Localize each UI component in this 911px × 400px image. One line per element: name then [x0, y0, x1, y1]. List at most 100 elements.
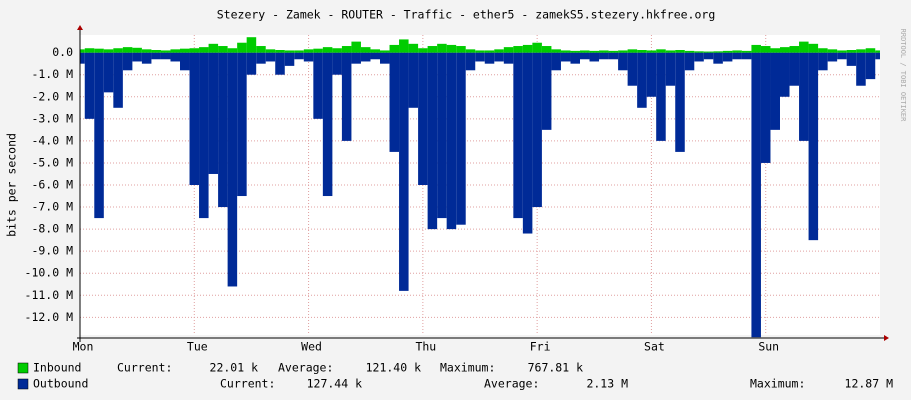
area-bar: [646, 52, 657, 97]
area-bar: [627, 52, 638, 86]
area-bar: [665, 52, 676, 86]
area-bar: [208, 43, 219, 53]
area-bar: [532, 52, 542, 208]
area-bar: [418, 52, 428, 185]
area-bar: [770, 52, 780, 130]
area-bar: [875, 52, 880, 60]
y-tick-label: -8.0 M: [31, 222, 73, 236]
area-bar: [484, 52, 495, 64]
area-bar: [789, 52, 800, 86]
x-tick-label: Tue: [187, 340, 208, 354]
area-bar: [303, 52, 314, 62]
area-bar: [113, 52, 123, 108]
area-bar: [618, 52, 628, 71]
area-bar: [741, 50, 752, 53]
area-bar: [141, 52, 152, 64]
area-bar: [599, 52, 609, 60]
area-bar: [341, 46, 352, 53]
area-bar: [741, 52, 752, 60]
area-bar: [551, 49, 561, 53]
area-bar: [141, 49, 152, 53]
area-bar: [656, 52, 666, 141]
area-bar: [208, 52, 219, 174]
area-bar: [846, 50, 857, 53]
area-bar: [332, 48, 342, 53]
y-tick-label: -3.0 M: [31, 111, 73, 125]
stat-value: 127.44 k: [307, 377, 362, 391]
area-bar: [846, 52, 857, 66]
area-bar: [437, 43, 447, 53]
area-bar: [370, 52, 380, 60]
area-bar: [513, 46, 523, 53]
y-tick-label: -12.0 M: [25, 310, 74, 324]
area-bar: [589, 50, 600, 53]
stat-name: Average:: [484, 377, 539, 391]
area-bar: [837, 50, 847, 53]
marks: [80, 37, 880, 338]
area-bar: [780, 47, 790, 53]
area-bar: [465, 49, 476, 53]
area-bar: [503, 47, 514, 53]
area-bar: [180, 52, 190, 71]
area-bar: [151, 50, 161, 53]
area-bar: [389, 44, 400, 53]
x-tick-label: Thu: [415, 340, 436, 354]
area-bar: [160, 52, 171, 60]
area-bar: [456, 46, 466, 53]
stat-value: 767.81 k: [528, 361, 583, 375]
area-bar: [560, 52, 571, 62]
area-bar: [713, 51, 723, 53]
area-bar: [570, 52, 580, 64]
stat-value: 121.40 k: [366, 361, 421, 375]
area-bar: [475, 52, 485, 62]
area-bar: [694, 51, 704, 53]
area-bar: [580, 52, 590, 60]
y-tick-label: -5.0 M: [31, 155, 73, 169]
area-bar: [637, 50, 647, 53]
stat-name: Current:: [220, 377, 275, 391]
area-bar: [627, 49, 638, 53]
area-bar: [265, 49, 276, 53]
area-bar: [351, 52, 361, 64]
area-bar: [808, 52, 819, 241]
stat-name: Current:: [117, 361, 172, 375]
area-bar: [427, 46, 438, 53]
area-bar: [780, 52, 790, 97]
area-bar: [522, 52, 533, 234]
area-bar: [560, 50, 571, 53]
area-bar: [237, 52, 247, 197]
area-bar: [722, 50, 733, 53]
area-bar: [84, 48, 95, 53]
area-bar: [837, 52, 847, 60]
area-bar: [160, 50, 171, 53]
area-bar: [760, 52, 771, 163]
x-tick-label: Sat: [644, 340, 665, 354]
area-bar: [170, 52, 180, 62]
legend-swatch: [17, 378, 29, 390]
area-bar: [427, 52, 438, 230]
area-bar: [637, 52, 647, 108]
area-bar: [818, 52, 828, 71]
area-bar: [494, 49, 504, 53]
y-tick-label: -1.0 M: [31, 67, 73, 81]
area-bar: [513, 52, 523, 219]
area-bar: [332, 52, 342, 75]
chart-title: Stezery - Zamek - ROUTER - Traffic - eth…: [217, 8, 716, 22]
area-bar: [122, 52, 133, 71]
area-bar: [827, 52, 838, 62]
area-bar: [284, 52, 295, 66]
area-bar: [865, 52, 876, 80]
area-bar: [227, 48, 238, 53]
area-bar: [122, 47, 133, 53]
area-bar: [608, 50, 619, 53]
area-bar: [113, 48, 123, 53]
area-bar: [284, 50, 295, 53]
y-tick-label: 0.0: [52, 45, 73, 59]
area-bar: [589, 52, 600, 62]
area-bar: [418, 48, 428, 53]
y-tick-label: -11.0 M: [25, 288, 74, 302]
area-bar: [227, 52, 238, 287]
area-bar: [446, 52, 457, 230]
area-bar: [132, 47, 142, 53]
